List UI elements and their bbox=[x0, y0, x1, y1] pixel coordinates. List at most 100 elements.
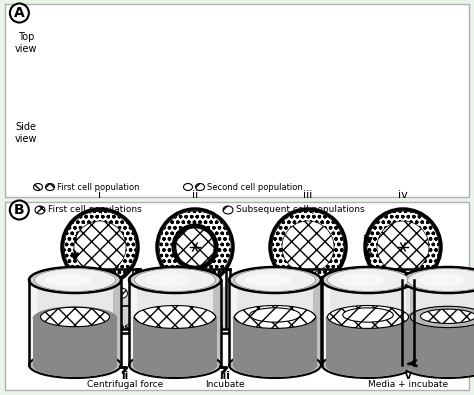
Ellipse shape bbox=[326, 306, 410, 330]
Ellipse shape bbox=[322, 352, 414, 378]
Ellipse shape bbox=[418, 273, 464, 287]
Ellipse shape bbox=[422, 325, 429, 329]
Ellipse shape bbox=[125, 325, 132, 329]
Ellipse shape bbox=[135, 269, 216, 292]
Text: i: i bbox=[99, 190, 101, 200]
Ellipse shape bbox=[133, 306, 217, 330]
Bar bbox=[270, 302, 342, 330]
Polygon shape bbox=[208, 288, 212, 325]
Ellipse shape bbox=[179, 325, 186, 329]
Polygon shape bbox=[29, 280, 121, 365]
Bar bbox=[270, 269, 273, 330]
Ellipse shape bbox=[327, 325, 335, 329]
Text: ii: ii bbox=[192, 190, 198, 200]
Ellipse shape bbox=[300, 325, 307, 329]
Ellipse shape bbox=[116, 325, 123, 329]
Ellipse shape bbox=[133, 353, 217, 377]
Text: ii: ii bbox=[121, 371, 128, 381]
Bar bbox=[365, 269, 368, 330]
Text: First cell population: First cell population bbox=[57, 182, 139, 192]
Text: Incubate: Incubate bbox=[205, 380, 245, 389]
Bar bbox=[158, 329, 230, 333]
Ellipse shape bbox=[368, 325, 375, 329]
Bar bbox=[227, 269, 230, 330]
Bar bbox=[5, 4, 469, 197]
Bar bbox=[365, 329, 437, 333]
Bar bbox=[338, 269, 342, 330]
Text: Media + incubate: Media + incubate bbox=[368, 380, 448, 389]
Polygon shape bbox=[233, 318, 317, 365]
Polygon shape bbox=[176, 288, 180, 325]
Bar bbox=[68, 295, 140, 330]
Bar bbox=[365, 308, 437, 330]
Ellipse shape bbox=[206, 325, 213, 329]
Ellipse shape bbox=[322, 267, 414, 293]
Text: B: B bbox=[14, 203, 25, 217]
Ellipse shape bbox=[129, 267, 221, 293]
Bar bbox=[129, 280, 137, 365]
Ellipse shape bbox=[229, 352, 321, 378]
Bar bbox=[72, 270, 75, 306]
Circle shape bbox=[272, 211, 344, 283]
Ellipse shape bbox=[406, 353, 474, 377]
Polygon shape bbox=[406, 318, 474, 365]
Text: Top
view: Top view bbox=[15, 32, 37, 54]
Ellipse shape bbox=[338, 273, 384, 287]
Polygon shape bbox=[133, 318, 217, 365]
Ellipse shape bbox=[235, 269, 316, 292]
Bar bbox=[322, 280, 330, 365]
Circle shape bbox=[64, 211, 136, 283]
Circle shape bbox=[159, 211, 231, 283]
Polygon shape bbox=[192, 288, 196, 325]
Ellipse shape bbox=[197, 325, 204, 329]
Text: Centrifugal force: Centrifugal force bbox=[87, 380, 163, 389]
Bar bbox=[229, 280, 237, 365]
Text: Side
view: Side view bbox=[15, 122, 37, 144]
Bar bbox=[270, 329, 342, 333]
Ellipse shape bbox=[233, 306, 317, 330]
Ellipse shape bbox=[326, 353, 410, 377]
Bar bbox=[29, 280, 37, 365]
Ellipse shape bbox=[291, 325, 298, 329]
Ellipse shape bbox=[282, 325, 289, 329]
Bar bbox=[5, 202, 469, 390]
Ellipse shape bbox=[76, 288, 87, 298]
Ellipse shape bbox=[395, 325, 402, 329]
Ellipse shape bbox=[29, 267, 121, 293]
Text: i: i bbox=[73, 235, 77, 245]
Ellipse shape bbox=[408, 269, 474, 292]
Text: Second cell population: Second cell population bbox=[207, 182, 303, 192]
Ellipse shape bbox=[33, 353, 118, 377]
Ellipse shape bbox=[90, 288, 100, 298]
Text: Subsequent cell populations: Subsequent cell populations bbox=[236, 205, 365, 214]
Circle shape bbox=[367, 211, 439, 283]
Ellipse shape bbox=[34, 184, 43, 190]
Text: iv: iv bbox=[398, 190, 408, 200]
Ellipse shape bbox=[235, 305, 316, 328]
Circle shape bbox=[62, 209, 138, 285]
Ellipse shape bbox=[318, 325, 326, 329]
Ellipse shape bbox=[229, 267, 321, 293]
Ellipse shape bbox=[135, 305, 216, 328]
Ellipse shape bbox=[309, 325, 317, 329]
Ellipse shape bbox=[328, 305, 409, 328]
Circle shape bbox=[172, 224, 218, 270]
Ellipse shape bbox=[410, 306, 474, 327]
Ellipse shape bbox=[40, 307, 109, 327]
Bar bbox=[113, 280, 121, 365]
Bar bbox=[68, 269, 72, 330]
Bar bbox=[137, 269, 140, 330]
Ellipse shape bbox=[46, 184, 55, 190]
Bar bbox=[406, 280, 414, 365]
Ellipse shape bbox=[273, 325, 280, 329]
Ellipse shape bbox=[404, 325, 411, 329]
Ellipse shape bbox=[233, 353, 317, 377]
Ellipse shape bbox=[35, 206, 45, 214]
Polygon shape bbox=[129, 280, 221, 365]
Circle shape bbox=[176, 228, 214, 266]
Ellipse shape bbox=[223, 206, 233, 214]
Ellipse shape bbox=[402, 267, 474, 293]
Ellipse shape bbox=[80, 325, 87, 329]
Polygon shape bbox=[33, 318, 118, 365]
Ellipse shape bbox=[406, 306, 474, 330]
